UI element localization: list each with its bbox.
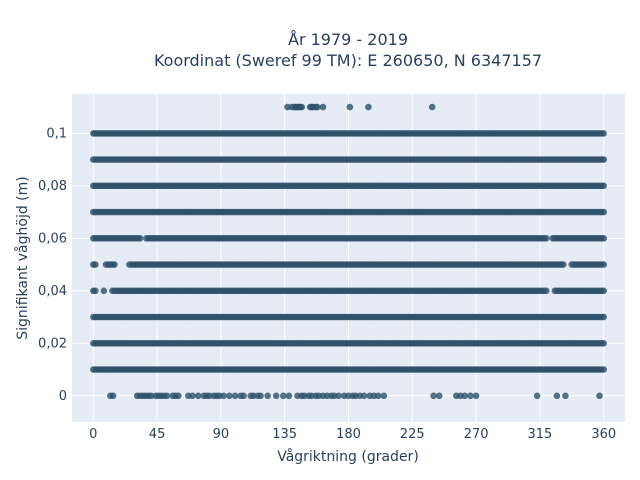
data-point bbox=[461, 392, 469, 400]
data-point bbox=[600, 208, 607, 216]
data-point bbox=[428, 103, 436, 111]
data-point bbox=[280, 392, 287, 400]
data-point bbox=[231, 392, 239, 400]
data-point bbox=[430, 392, 437, 400]
data-point bbox=[111, 261, 118, 268]
data-point bbox=[380, 392, 388, 400]
x-axis-label: Vågriktning (grader) bbox=[277, 448, 419, 465]
data-point bbox=[194, 392, 202, 400]
data-point bbox=[543, 235, 550, 242]
data-point bbox=[240, 392, 247, 400]
data-point bbox=[467, 392, 474, 400]
y-tick-label: 0,1 bbox=[46, 126, 67, 141]
data-point bbox=[264, 392, 272, 400]
data-point bbox=[298, 103, 306, 111]
data-point bbox=[600, 287, 607, 295]
data-point bbox=[600, 366, 607, 373]
chart-title-line1: År 1979 - 2019 bbox=[288, 30, 408, 49]
data-point bbox=[220, 392, 227, 400]
x-tick-label: 315 bbox=[528, 427, 553, 442]
data-point bbox=[136, 235, 144, 242]
data-point bbox=[600, 261, 607, 268]
data-point bbox=[100, 287, 108, 295]
data-point bbox=[257, 392, 264, 400]
data-point bbox=[92, 261, 99, 268]
data-point bbox=[472, 392, 480, 400]
y-tick-label: 0,02 bbox=[38, 336, 67, 351]
data-point bbox=[600, 235, 607, 242]
data-point bbox=[109, 392, 117, 400]
data-point bbox=[314, 103, 321, 111]
data-point bbox=[360, 392, 368, 400]
data-point bbox=[163, 392, 171, 400]
x-tick-label: 0 bbox=[89, 427, 97, 442]
data-point bbox=[600, 340, 607, 347]
data-point bbox=[600, 130, 607, 137]
chart-title-line2: Koordinat (Sweref 99 TM): E 260650, N 63… bbox=[154, 51, 542, 70]
data-point bbox=[92, 287, 99, 295]
data-point bbox=[375, 392, 382, 400]
x-tick-label: 270 bbox=[464, 427, 489, 442]
y-tick-label: 0 bbox=[59, 389, 67, 404]
data-points bbox=[90, 103, 607, 400]
y-tick-label: 0,08 bbox=[38, 179, 67, 194]
x-axis-ticks: 0 45 90 135 180 225 270 315 360 bbox=[89, 427, 616, 442]
data-point bbox=[600, 182, 607, 190]
y-axis-label: Signifikant våghöjd (m) bbox=[14, 176, 31, 339]
data-point bbox=[285, 392, 293, 400]
data-point bbox=[346, 103, 354, 111]
data-point bbox=[600, 313, 607, 321]
data-point bbox=[189, 392, 196, 400]
x-tick-label: 135 bbox=[272, 427, 297, 442]
data-point bbox=[175, 392, 182, 400]
y-tick-label: 0,06 bbox=[38, 231, 67, 246]
x-tick-label: 45 bbox=[149, 427, 166, 442]
data-point bbox=[533, 392, 541, 400]
data-point bbox=[319, 103, 327, 111]
data-point bbox=[335, 392, 342, 400]
x-tick-label: 360 bbox=[591, 427, 616, 442]
data-point bbox=[272, 392, 280, 400]
data-point bbox=[226, 392, 233, 400]
data-point bbox=[365, 103, 372, 111]
data-point bbox=[562, 392, 569, 400]
x-tick-label: 225 bbox=[400, 427, 425, 442]
data-point bbox=[600, 156, 607, 163]
data-point bbox=[553, 392, 561, 400]
x-tick-label: 180 bbox=[336, 427, 361, 442]
data-point bbox=[435, 392, 443, 400]
x-tick-label: 90 bbox=[213, 427, 230, 442]
data-point bbox=[543, 287, 550, 295]
y-axis-ticks: 0 0,02 0,04 0,06 0,08 0,1 bbox=[38, 126, 67, 403]
y-tick-label: 0,04 bbox=[38, 284, 67, 299]
data-point bbox=[560, 261, 567, 268]
data-point bbox=[596, 392, 603, 400]
